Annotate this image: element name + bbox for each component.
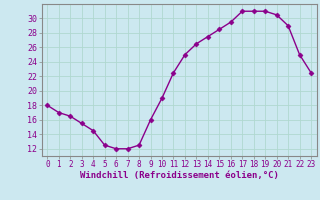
X-axis label: Windchill (Refroidissement éolien,°C): Windchill (Refroidissement éolien,°C): [80, 171, 279, 180]
